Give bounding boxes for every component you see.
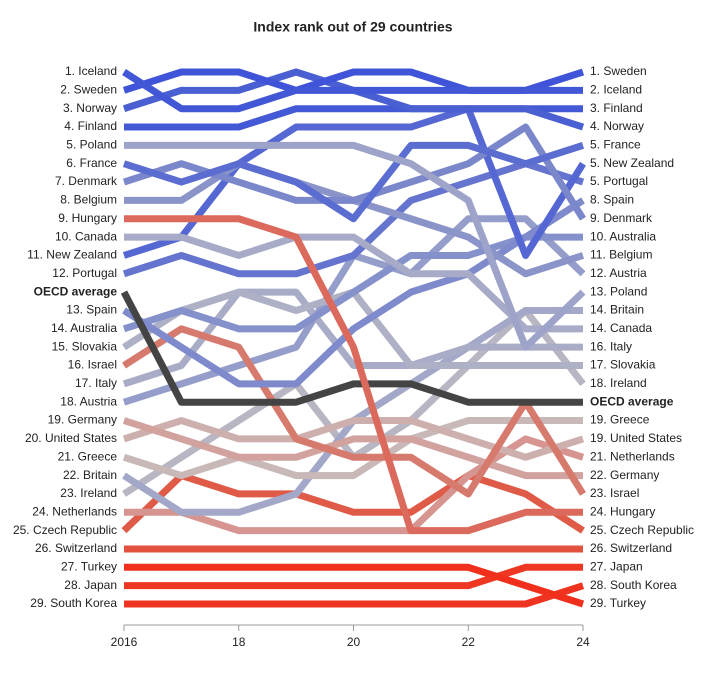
rank-line (121, 472, 585, 534)
left-label: 19. Germany (48, 413, 117, 427)
right-label: 5. France (590, 138, 641, 152)
rank-line (124, 563, 585, 608)
left-label: 23. Ireland (60, 486, 117, 500)
left-label: 16. Israel (68, 358, 117, 372)
right-label: 16. Italy (590, 339, 632, 353)
rank-line (122, 69, 583, 113)
chart-title: Index rank out of 29 countries (253, 19, 452, 35)
left-label: 11. New Zealand (27, 248, 117, 262)
left-label: 7. Denmark (55, 174, 118, 188)
rank-line (124, 563, 583, 590)
right-label: 8. Spain (590, 193, 634, 207)
right-label: 5. Portugal (590, 174, 648, 188)
left-label: 26. Switzerland (35, 541, 117, 555)
left-label: OECD average (34, 284, 118, 298)
left-label: 2. Sweden (60, 83, 117, 97)
rank-line (124, 215, 583, 535)
x-tick-label: 24 (576, 635, 590, 649)
rank-line (122, 233, 583, 333)
right-label: 14. Canada (590, 321, 652, 335)
rank-line (122, 123, 586, 221)
rank-line (122, 417, 583, 480)
right-label: OECD average (590, 394, 674, 408)
left-label: 29. South Korea (30, 596, 117, 610)
left-label: 28. Japan (64, 578, 117, 592)
rank-line (124, 233, 583, 333)
left-label: 6. France (66, 156, 117, 170)
right-label: 12. Austria (590, 266, 647, 280)
x-tick-label: 20 (347, 635, 361, 649)
right-label: 21. Netherlands (590, 449, 675, 463)
right-label: 19. Greece (590, 413, 650, 427)
left-label: 27. Turkey (61, 559, 117, 573)
right-label: 10. Australia (590, 229, 656, 243)
right-label: 11. Belgium (590, 248, 652, 262)
left-label: 22. Britain (63, 468, 117, 482)
rank-line (122, 68, 585, 131)
left-label: 17. Italy (75, 376, 117, 390)
right-label: 23. Israel (590, 486, 639, 500)
right-label: 29. Turkey (590, 596, 646, 610)
right-label: 24. Hungary (590, 504, 655, 518)
rank-line (122, 160, 585, 278)
left-label: 25. Czech Republic (13, 523, 117, 537)
rank-line (122, 288, 583, 388)
right-label: 1. Sweden (590, 64, 647, 78)
right-label: 13. Poland (590, 284, 647, 298)
right-label: 18. Ireland (590, 376, 647, 390)
rank-line (120, 290, 583, 406)
rank-line (122, 197, 585, 388)
right-label: 25. Czech Republic (590, 523, 694, 537)
x-tick-label: 18 (232, 635, 246, 649)
left-label: 1. Iceland (65, 64, 117, 78)
right-label: 28. South Korea (590, 578, 677, 592)
rank-line (122, 417, 583, 480)
right-label: 22. Germany (590, 468, 659, 482)
rank-line (122, 417, 585, 461)
right-label: 2. Iceland (590, 83, 642, 97)
left-label: 14. Australia (51, 321, 117, 335)
rank-line (122, 325, 586, 498)
right-label: 9. Denmark (590, 211, 653, 225)
left-label: 24. Netherlands (32, 504, 117, 518)
right-label: 4. Norway (590, 119, 644, 133)
right-label: 17. Slovakia (590, 358, 656, 372)
rank-line (122, 141, 585, 223)
right-label: 19. United States (590, 431, 682, 445)
left-label: 12. Portugal (52, 266, 117, 280)
left-label: 4. Finland (64, 119, 117, 133)
x-tick-label: 22 (462, 635, 476, 649)
left-label: 3. Norway (63, 101, 117, 115)
right-label: 26. Switzerland (590, 541, 672, 555)
left-label: 10. Canada (55, 229, 117, 243)
right-label: 5. New Zealand (590, 156, 674, 170)
left-label: 9. Hungary (58, 211, 117, 225)
rank-line (124, 141, 586, 351)
right-label: 27. Japan (590, 559, 643, 573)
x-tick-label: 2016 (111, 635, 138, 649)
right-label: 14. Britain (590, 303, 644, 317)
right-label: 3. Finland (590, 101, 643, 115)
left-label: 21. Greece (58, 449, 118, 463)
rank-line (122, 105, 586, 259)
left-label: 20. United States (25, 431, 117, 445)
left-label: 15. Slovakia (52, 339, 118, 353)
left-label: 18. Austria (60, 394, 117, 408)
left-label: 5. Poland (66, 138, 117, 152)
left-label: 8. Belgium (60, 193, 117, 207)
left-label: 13. Spain (66, 303, 117, 317)
rank-line (124, 582, 585, 608)
